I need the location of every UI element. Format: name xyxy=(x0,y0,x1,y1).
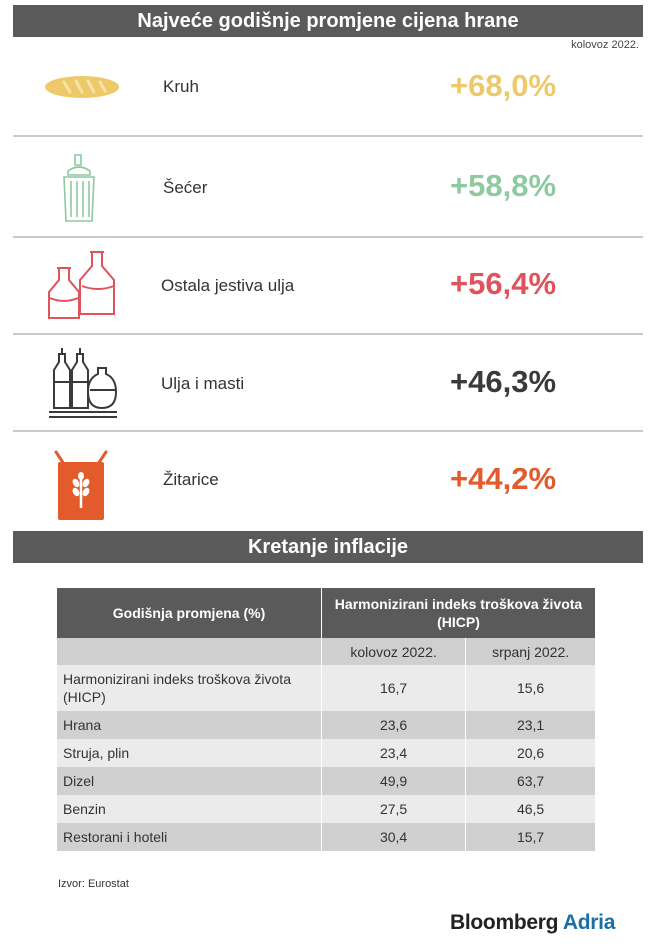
row-jul: 63,7 xyxy=(465,767,595,795)
section-title: Kretanje inflacije xyxy=(13,531,643,563)
subheader-aug: kolovoz 2022. xyxy=(321,638,467,665)
item-value-ostala-ulja: +56,4% xyxy=(450,266,557,301)
row-jul: 23,1 xyxy=(465,711,595,739)
divider xyxy=(13,236,643,238)
row-aug: 49,9 xyxy=(321,767,467,795)
header-date: kolovoz 2022. xyxy=(571,39,639,51)
oil-cruets-icon xyxy=(49,348,118,418)
item-value-zitarice: +44,2% xyxy=(450,461,557,496)
table-row: Benzin 27,5 46,5 xyxy=(57,795,595,823)
divider xyxy=(13,333,643,335)
table-row: Dizel 49,9 63,7 xyxy=(57,767,595,795)
bread-icon xyxy=(45,76,119,98)
brand-suffix: Adria xyxy=(562,911,616,934)
row-jul: 46,5 xyxy=(465,795,595,823)
divider xyxy=(13,430,643,432)
brand-name: Bloomberg xyxy=(450,911,559,934)
table-row: Harmonizirani indeks troškova života (HI… xyxy=(57,665,595,711)
sugar-dispenser-icon xyxy=(63,154,95,222)
oil-bottles-icon xyxy=(48,251,115,319)
col-header-label: Godišnja promjena (%) xyxy=(57,588,322,638)
row-label: Benzin xyxy=(57,795,322,823)
item-value-secer: +58,8% xyxy=(450,168,557,203)
item-label-zitarice: Žitarice xyxy=(163,470,219,489)
item-label-ostala-ulja: Ostala jestiva ulja xyxy=(161,276,295,295)
brand-logo: Bloomberg Adria xyxy=(450,911,615,935)
row-label: Restorani i hoteli xyxy=(57,823,322,851)
row-label: Struja, plin xyxy=(57,739,322,767)
grain-bag-icon xyxy=(54,450,108,520)
row-jul: 15,6 xyxy=(465,665,595,711)
table-row: Restorani i hoteli 30,4 15,7 xyxy=(57,823,595,851)
row-label: Dizel xyxy=(57,767,322,795)
row-aug: 27,5 xyxy=(321,795,467,823)
source-note: Izvor: Eurostat xyxy=(58,878,129,890)
subheader-empty xyxy=(57,638,322,665)
table-row: Hrana 23,6 23,1 xyxy=(57,711,595,739)
row-label: Hrana xyxy=(57,711,322,739)
divider xyxy=(13,135,643,137)
row-aug: 23,4 xyxy=(321,739,467,767)
item-label-secer: Šećer xyxy=(163,178,208,197)
item-value-kruh: +68,0% xyxy=(450,68,557,103)
table-header-row: Godišnja promjena (%) Harmonizirani inde… xyxy=(57,588,595,638)
item-label-ulja-masti: Ulja i masti xyxy=(161,374,245,393)
col-header-group: Harmonizirani indeks troškova života (HI… xyxy=(321,588,595,638)
row-jul: 20,6 xyxy=(465,739,595,767)
row-aug: 30,4 xyxy=(321,823,467,851)
table-row: Struja, plin 23,4 20,6 xyxy=(57,739,595,767)
header-title: Najveće godišnje promjene cijena hrane xyxy=(13,5,643,37)
row-aug: 23,6 xyxy=(321,711,467,739)
item-label-kruh: Kruh xyxy=(163,77,199,96)
row-jul: 15,7 xyxy=(465,823,595,851)
row-aug: 16,7 xyxy=(321,665,467,711)
subheader-jul: srpanj 2022. xyxy=(465,638,595,665)
inflation-table: Godišnja promjena (%) Harmonizirani inde… xyxy=(57,588,595,851)
item-value-ulja-masti: +46,3% xyxy=(450,364,557,399)
row-label: Harmonizirani indeks troškova života (HI… xyxy=(57,665,322,711)
table-subheader-row: kolovoz 2022. srpanj 2022. xyxy=(57,638,595,665)
